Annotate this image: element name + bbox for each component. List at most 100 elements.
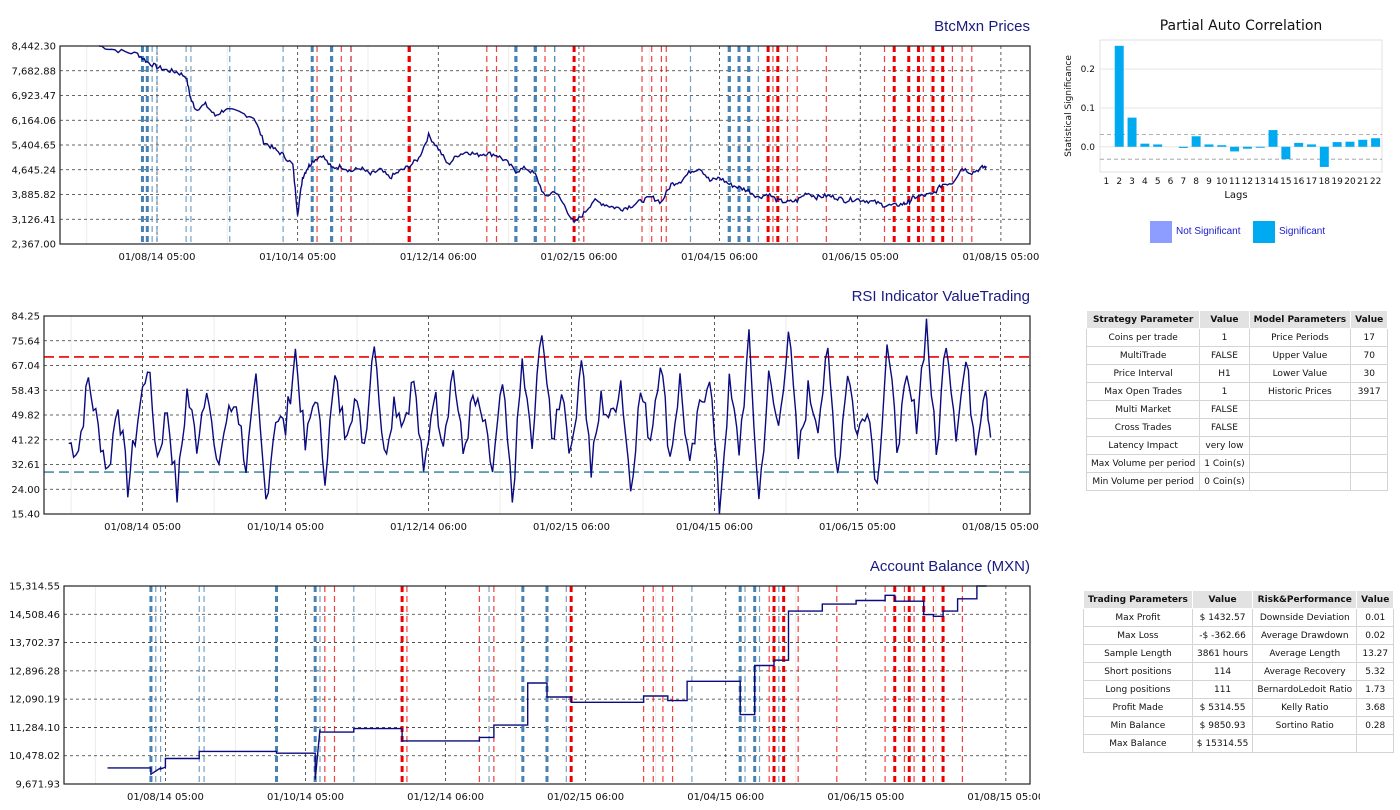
pacf-title: Partial Auto Correlation: [1160, 18, 1323, 34]
pacf-xlabel: Lags: [1224, 190, 1247, 201]
pacf-x-tick: 4: [1142, 177, 1148, 187]
strategy-table-cell: very low: [1199, 436, 1250, 455]
x-tick-label: 01/12/14 06:00: [390, 522, 467, 533]
pacf-x-tick: 21: [1357, 177, 1368, 187]
pacf-bar: [1153, 144, 1163, 147]
y-tick-label: 9,671.93: [15, 780, 60, 791]
strategy-table-cell: 0 Coin(s): [1199, 472, 1250, 491]
strategy-table-cell: [1350, 418, 1389, 437]
trading-table-cell: $ 9850.93: [1191, 716, 1254, 735]
y-tick-label: 7,682.88: [11, 66, 56, 77]
strategy-table-row: Max Volume per period 1 Coin(s): [1085, 454, 1389, 473]
strategy-table-cell: Upper Value: [1248, 346, 1352, 365]
strategy-table-cell: Coins per trade: [1085, 328, 1201, 347]
strategy-parameters-table: Strategy Parameter Value Model Parameters V…: [1085, 310, 1389, 491]
pacf-bar: [1319, 146, 1329, 167]
strategy-table-cell: Max Open Trades: [1085, 382, 1201, 401]
strategy-table-header-cell: Value: [1350, 310, 1389, 329]
trading-table-cell: $ 5314.55: [1191, 698, 1254, 717]
pacf-bar: [1294, 142, 1304, 147]
pacf-bar: [1178, 146, 1188, 148]
trading-table-cell: 114: [1191, 662, 1254, 681]
y-tick-label: 11,284.10: [9, 723, 60, 734]
trading-table-cell: -$ -362.66: [1191, 626, 1254, 645]
strategy-table-cell: FALSE: [1199, 400, 1250, 419]
strategy-table-header: Strategy Parameter Value Model Parameters V…: [1085, 310, 1389, 329]
trading-table-cell: Max Loss: [1083, 626, 1193, 645]
x-tick-label: 01/06/15 05:00: [819, 522, 896, 533]
y-tick-label: 10,478.02: [9, 751, 60, 762]
y-tick-label: 24.00: [11, 485, 40, 496]
strategy-table-cell: 3917: [1350, 382, 1389, 401]
x-tick-label: 01/08/14 05:00: [119, 252, 196, 263]
pacf-bar: [1204, 144, 1214, 147]
pacf-x-tick: 12: [1242, 177, 1253, 187]
strategy-table-header-cell: Strategy Parameter: [1085, 310, 1201, 329]
strategy-table-cell: [1248, 454, 1352, 473]
x-tick-label: 01/06/15 05:00: [827, 792, 904, 803]
x-tick-label: 01/10/14 05:00: [247, 522, 324, 533]
trading-table-header-cell: Value: [1191, 590, 1254, 609]
trading-table-cell: Sample Length: [1083, 644, 1193, 663]
trading-table-row: Short positions 114 Average Recovery 5.32: [1083, 662, 1395, 681]
trading-table-cell: Max Balance: [1083, 734, 1193, 753]
strategy-table-cell: H1: [1199, 364, 1250, 383]
strategy-table-header-cell: Value: [1199, 310, 1250, 329]
strategy-table-cell: Historic Prices: [1248, 382, 1352, 401]
x-tick-label: 01/12/14 06:00: [407, 792, 484, 803]
trading-table-cell: Short positions: [1083, 662, 1193, 681]
strategy-table-cell: 17: [1350, 328, 1389, 347]
pacf-x-tick: 19: [1331, 177, 1343, 187]
pacf-bar: [1255, 146, 1265, 148]
trading-table-cell: 0.02: [1356, 626, 1395, 645]
strategy-table-row: Multi Market FALSE: [1085, 400, 1389, 419]
pacf-x-tick: 8: [1193, 177, 1199, 187]
trading-table-cell: BernardoLedoit Ratio: [1252, 680, 1358, 699]
strategy-table-row: Latency Impact very low: [1085, 436, 1389, 455]
strategy-table-cell: FALSE: [1199, 346, 1250, 365]
x-tick-label: 01/02/15 06:00: [533, 522, 610, 533]
trading-table-row: Max Profit $ 1432.57 Downside Deviation 0.0…: [1083, 608, 1395, 627]
y-tick-label: 32.61: [11, 460, 40, 471]
trading-table-cell: Average Recovery: [1252, 662, 1358, 681]
y-tick-label: 67.04: [11, 361, 40, 372]
y-tick-label: 15,314.55: [9, 582, 60, 593]
trading-table-row: Max Loss -$ -362.66 Average Drawdown 0.02: [1083, 626, 1395, 645]
strategy-table-cell: [1248, 418, 1352, 437]
series-line: [98, 45, 987, 224]
pacf-x-tick: 16: [1293, 177, 1305, 187]
trading-table-cell: 3.68: [1356, 698, 1395, 717]
pacf-bar: [1332, 142, 1342, 147]
strategy-table-cell: 30: [1350, 364, 1389, 383]
trading-table-cell: 0.28: [1356, 716, 1395, 735]
y-tick-label: 8,442.30: [11, 42, 56, 53]
strategy-table-cell: [1248, 472, 1352, 491]
trading-table-cell: Sortino Ratio: [1252, 716, 1358, 735]
x-tick-label: 01/08/15 05:00: [962, 522, 1039, 533]
strategy-table-row: MultiTrade FALSE Upper Value 70: [1085, 346, 1389, 365]
x-tick-label: 01/08/15 05:00: [967, 792, 1040, 803]
y-tick-label: 75.64: [11, 336, 40, 347]
trading-table-cell: 5.32: [1356, 662, 1395, 681]
pacf-bar: [1307, 144, 1316, 147]
pacf-x-tick: 20: [1344, 177, 1356, 187]
pacf-x-tick: 1: [1104, 177, 1110, 187]
pacf-x-tick: 5: [1155, 177, 1161, 187]
pacf-x-tick: 2: [1116, 177, 1122, 187]
pacf-bar: [1191, 136, 1201, 147]
pacf-bar: [1358, 139, 1368, 147]
strategy-table-row: Coins per trade 1 Price Periods 17: [1085, 328, 1389, 347]
trading-table-cell: $ 15314.55: [1191, 734, 1254, 753]
pacf-ylabel: Statistical Significance: [1064, 55, 1074, 157]
y-tick-label: 6,923.47: [11, 91, 56, 102]
x-tick-label: 01/12/14 06:00: [400, 252, 477, 263]
pacf-plot-area: [1099, 39, 1383, 173]
strategy-table-cell: Price Periods: [1248, 328, 1352, 347]
pacf-x-tick: 14: [1267, 177, 1279, 187]
trading-table-cell: Average Length: [1252, 644, 1358, 663]
x-tick-label: 01/02/15 06:00: [547, 792, 624, 803]
strategy-table-cell: Cross Trades: [1085, 418, 1201, 437]
y-tick-label: 2,367.00: [11, 240, 56, 251]
legend-not-significant-swatch: [1150, 221, 1172, 243]
series-line: [68, 318, 992, 515]
